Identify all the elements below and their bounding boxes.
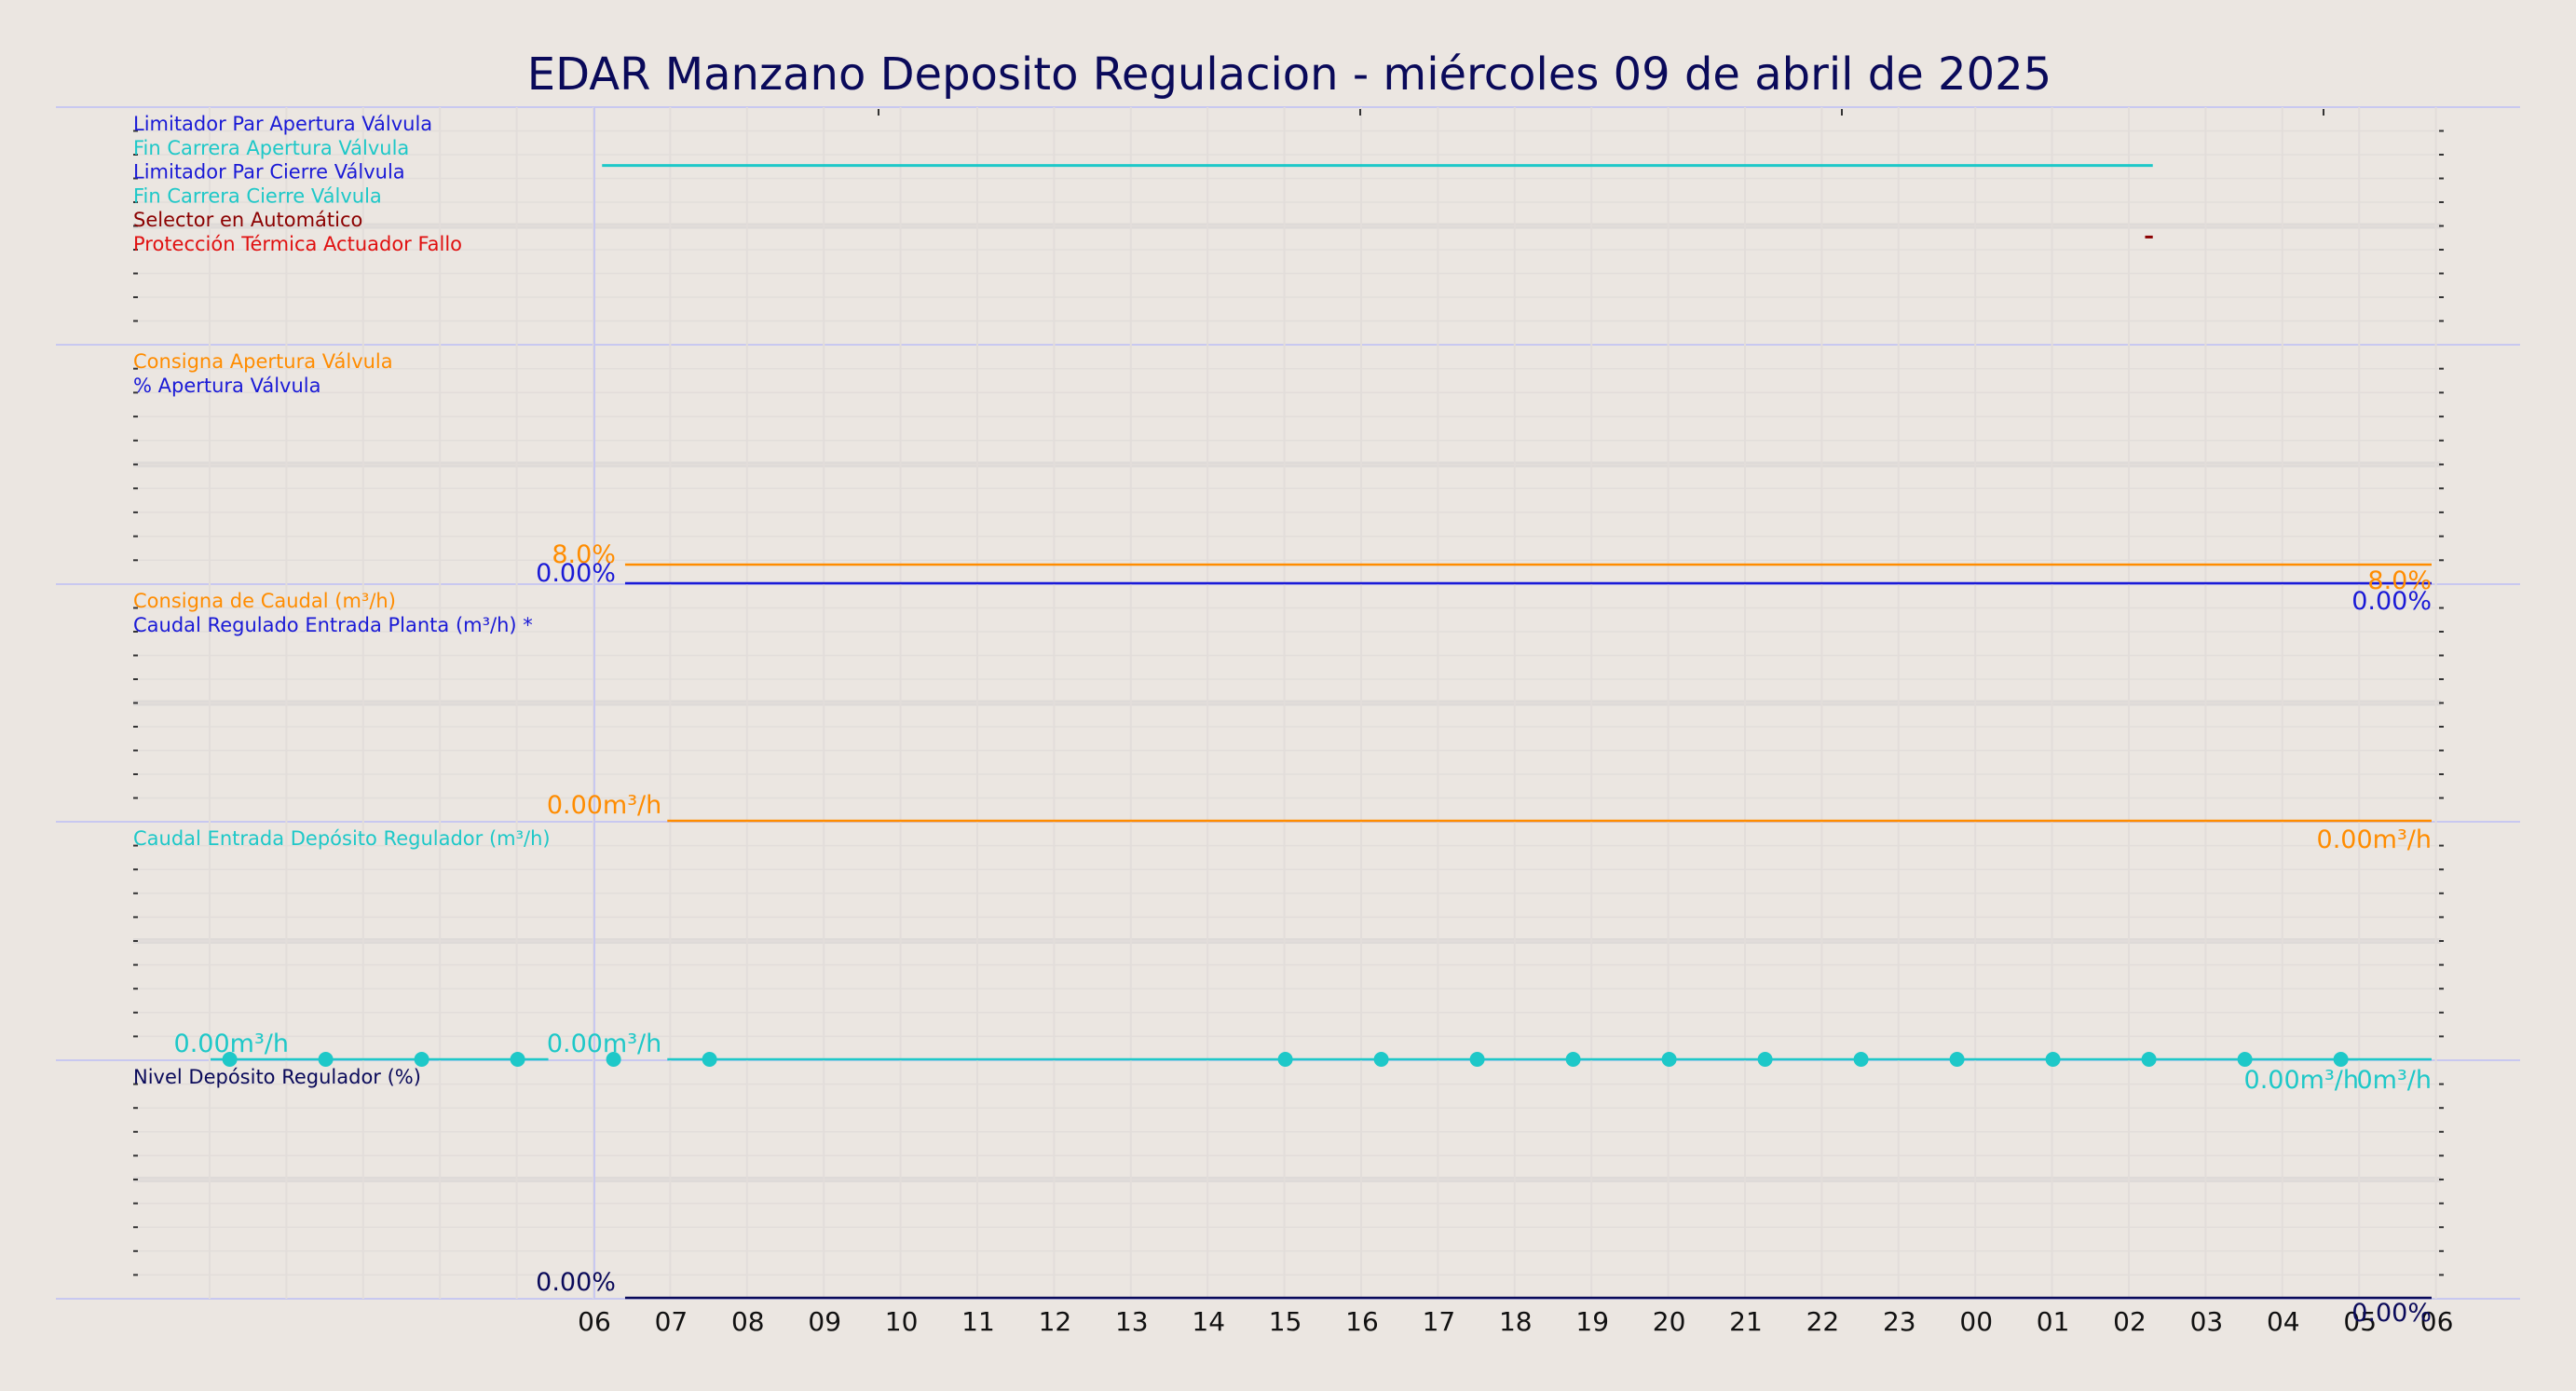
data-point bbox=[1853, 1052, 1869, 1067]
x-tick-label: 14 bbox=[1192, 1306, 1225, 1337]
x-tick-label: 23 bbox=[1883, 1306, 1916, 1337]
x-tick-label: 17 bbox=[1423, 1306, 1456, 1337]
data-point bbox=[606, 1052, 621, 1067]
x-tick-label: 21 bbox=[1729, 1306, 1763, 1337]
x-tick-label: 20 bbox=[1653, 1306, 1686, 1337]
x-tick-label: 06 bbox=[578, 1306, 611, 1337]
x-tick-label: 02 bbox=[2113, 1306, 2147, 1337]
legend-entry: Protección Térmica Actuador Fallo bbox=[133, 233, 462, 255]
data-point bbox=[1565, 1052, 1581, 1067]
data-point bbox=[2045, 1052, 2061, 1067]
x-tick-label: 10 bbox=[885, 1306, 919, 1337]
x-tick-label: 06 bbox=[2420, 1306, 2454, 1337]
legend-entry: Consigna Apertura Válvula bbox=[133, 350, 393, 373]
value-label-end: 0.00m³/h bbox=[2317, 825, 2432, 854]
legend-entry: Fin Carrera Apertura Válvula bbox=[133, 137, 409, 159]
value-label-end: 8.0% bbox=[2367, 566, 2432, 595]
x-tick-label: 03 bbox=[2190, 1306, 2224, 1337]
legend-entry: Caudal Entrada Depósito Regulador (m³/h) bbox=[133, 827, 551, 850]
x-tick-label: 05 bbox=[2343, 1306, 2377, 1337]
data-point bbox=[2333, 1052, 2349, 1067]
data-point bbox=[1757, 1052, 1773, 1067]
legend-entry: Caudal Regulado Entrada Planta (m³/h) * bbox=[133, 614, 533, 636]
legend-entry: Selector en Automático bbox=[133, 209, 362, 231]
x-tick-label: 13 bbox=[1115, 1306, 1149, 1337]
data-point bbox=[702, 1052, 717, 1067]
x-tick-label: 09 bbox=[808, 1306, 841, 1337]
legend-entry: Fin Carrera Cierre Válvula bbox=[133, 184, 382, 207]
value-label-pre: 0.00m³/h bbox=[174, 1030, 289, 1058]
legend-entry: Limitador Par Cierre Válvula bbox=[133, 161, 405, 184]
legend-entry: % Apertura Válvula bbox=[133, 375, 320, 397]
data-point bbox=[510, 1052, 525, 1067]
data-point bbox=[1949, 1052, 1965, 1067]
data-point bbox=[1373, 1052, 1389, 1067]
x-tick-label: 19 bbox=[1575, 1306, 1609, 1337]
value-label-end: 0.00m³/h bbox=[2244, 1066, 2359, 1095]
data-point bbox=[318, 1052, 334, 1067]
legend-entry: Limitador Par Apertura Válvula bbox=[133, 113, 432, 135]
x-tick-label: 16 bbox=[1345, 1306, 1379, 1337]
value-label-start: 0.00% bbox=[536, 1268, 616, 1297]
value-label-start: 0.00m³/h bbox=[547, 1030, 661, 1058]
data-point bbox=[2141, 1052, 2157, 1067]
x-tick-label: 22 bbox=[1806, 1306, 1840, 1337]
x-tick-label: 08 bbox=[731, 1306, 765, 1337]
x-tick-label: 04 bbox=[2267, 1306, 2300, 1337]
data-point bbox=[1277, 1052, 1293, 1067]
data-point bbox=[1469, 1052, 1485, 1067]
value-label-end: 0.00% bbox=[2351, 1299, 2432, 1328]
value-label-start: 0.00m³/h bbox=[547, 791, 661, 820]
legend-entry: Consigna de Caudal (m³/h) bbox=[133, 590, 396, 612]
x-tick-label: 07 bbox=[655, 1306, 688, 1337]
x-tick-label: 11 bbox=[961, 1306, 995, 1337]
chart-title: EDAR Manzano Deposito Regulacion - miérc… bbox=[527, 48, 2051, 101]
value-label-start: 8.0% bbox=[552, 540, 616, 569]
data-point bbox=[222, 1052, 238, 1067]
x-tick-label: 12 bbox=[1039, 1306, 1072, 1337]
value-label-end: 0.00% bbox=[2351, 587, 2432, 616]
x-tick-label: 15 bbox=[1269, 1306, 1302, 1337]
x-tick-label: 18 bbox=[1499, 1306, 1533, 1337]
x-tick-label: 01 bbox=[2037, 1306, 2070, 1337]
x-tick-label: 00 bbox=[1959, 1306, 1993, 1337]
legend-entry: Nivel Depósito Regulador (%) bbox=[133, 1066, 421, 1088]
data-point bbox=[2237, 1052, 2253, 1067]
data-point bbox=[1661, 1052, 1677, 1067]
data-point bbox=[414, 1052, 429, 1067]
value-label-start: 0.00% bbox=[536, 559, 616, 588]
value-label-end-2: 0m³/h bbox=[2356, 1066, 2432, 1095]
